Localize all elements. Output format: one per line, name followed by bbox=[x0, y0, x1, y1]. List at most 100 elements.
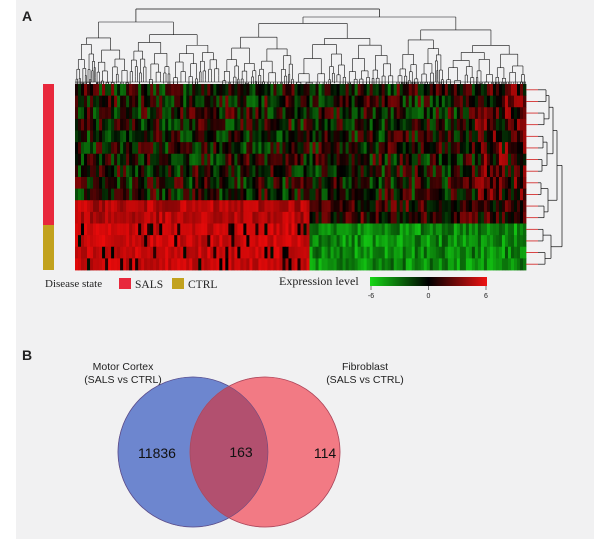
heatmap-cell bbox=[102, 118, 106, 131]
heatmap-cell bbox=[285, 95, 289, 108]
heatmap-cell bbox=[387, 153, 392, 166]
heatmap-cell bbox=[390, 177, 395, 190]
heatmap-cell bbox=[483, 246, 488, 259]
heatmap-cell bbox=[357, 118, 362, 131]
heatmap-cell bbox=[204, 177, 208, 190]
heatmap-cell bbox=[498, 235, 503, 248]
heatmap-cell bbox=[444, 84, 449, 97]
heatmap-cell bbox=[504, 211, 509, 224]
heatmap-cell bbox=[102, 200, 106, 213]
heatmap-cell bbox=[189, 246, 193, 259]
heatmap-cell bbox=[117, 223, 121, 236]
heatmap-cell bbox=[333, 153, 337, 166]
heatmap-cell bbox=[243, 95, 247, 108]
heatmap-cell bbox=[423, 142, 428, 155]
heatmap-cell bbox=[111, 142, 115, 155]
heatmap-cell bbox=[333, 118, 337, 131]
heatmap-cell bbox=[210, 165, 214, 178]
heatmap-cell bbox=[402, 107, 407, 120]
heatmap-cell bbox=[402, 84, 407, 97]
heatmap-cell bbox=[354, 258, 359, 271]
heatmap-cell bbox=[465, 177, 470, 190]
heatmap-cell bbox=[183, 130, 187, 143]
heatmap-cell bbox=[375, 107, 380, 120]
heatmap-cell bbox=[165, 223, 169, 236]
heatmap-cell bbox=[159, 258, 163, 271]
heatmap-cell bbox=[339, 211, 343, 224]
heatmap-cell bbox=[423, 235, 428, 248]
heatmap-cell bbox=[192, 118, 196, 131]
heatmap-cell bbox=[129, 142, 133, 155]
heatmap-cell bbox=[219, 188, 223, 201]
heatmap-cell bbox=[393, 223, 398, 236]
heatmap-cell bbox=[120, 200, 124, 213]
heatmap-cell bbox=[231, 177, 235, 190]
heatmap-cell bbox=[309, 165, 313, 178]
heatmap-cell bbox=[435, 258, 440, 271]
heatmap-cell bbox=[189, 223, 193, 236]
heatmap-cell bbox=[408, 95, 413, 108]
heatmap-cell bbox=[102, 258, 106, 271]
heatmap-cell bbox=[87, 235, 91, 248]
sals-legend-swatch bbox=[119, 278, 131, 289]
heatmap-cell bbox=[147, 211, 151, 224]
heatmap-cell bbox=[474, 165, 479, 178]
heatmap-cell bbox=[273, 188, 277, 201]
heatmap-cell bbox=[372, 95, 377, 108]
heatmap-cell bbox=[513, 223, 518, 236]
heatmap-cell bbox=[474, 246, 479, 259]
heatmap-cell bbox=[222, 153, 226, 166]
heatmap-cell bbox=[102, 177, 106, 190]
heatmap-cell bbox=[144, 165, 148, 178]
heatmap-cell bbox=[249, 200, 253, 213]
heatmap-cell bbox=[243, 177, 247, 190]
heatmap-cell bbox=[471, 84, 476, 97]
heatmap-cell bbox=[378, 200, 383, 213]
heatmap-cell bbox=[324, 246, 328, 259]
heatmap-cell bbox=[108, 95, 112, 108]
heatmap-cell bbox=[411, 246, 416, 259]
heatmap-cell bbox=[219, 118, 223, 131]
heatmap-cell bbox=[186, 188, 190, 201]
heatmap-cell bbox=[264, 84, 268, 97]
heatmap-cell bbox=[309, 118, 313, 131]
heatmap-cell bbox=[318, 235, 322, 248]
heatmap-cell bbox=[444, 258, 449, 271]
heatmap-cell bbox=[252, 246, 256, 259]
heatmap-cell bbox=[147, 153, 151, 166]
heatmap-cell bbox=[87, 153, 91, 166]
heatmap-cell bbox=[342, 153, 346, 166]
heatmap-cell bbox=[147, 223, 151, 236]
heatmap-cell bbox=[192, 142, 196, 155]
heatmap-cell bbox=[429, 211, 434, 224]
heatmap-cell bbox=[102, 84, 106, 97]
heatmap-cell bbox=[117, 258, 121, 271]
heatmap-cell bbox=[120, 153, 124, 166]
heatmap-cell bbox=[87, 95, 91, 108]
heatmap-cell bbox=[258, 177, 262, 190]
heatmap-cell bbox=[198, 107, 202, 120]
heatmap-cell bbox=[417, 200, 422, 213]
heatmap-cell bbox=[504, 246, 509, 259]
heatmap-cell bbox=[414, 258, 419, 271]
heatmap-cell bbox=[288, 258, 292, 271]
heatmap-cell bbox=[144, 95, 148, 108]
heatmap-cell bbox=[345, 246, 350, 259]
heatmap-cell bbox=[141, 84, 145, 97]
heatmap-cell bbox=[144, 235, 148, 248]
heatmap-cell bbox=[309, 235, 313, 248]
heatmap-cell bbox=[279, 107, 283, 120]
heatmap-cell bbox=[495, 258, 500, 271]
heatmap-cell bbox=[228, 246, 232, 259]
heatmap-cell bbox=[387, 223, 392, 236]
heatmap-cell bbox=[240, 188, 244, 201]
heatmap-cell bbox=[255, 223, 259, 236]
heatmap-cell bbox=[471, 95, 476, 108]
heatmap-cell bbox=[471, 142, 476, 155]
heatmap-cell bbox=[276, 142, 280, 155]
heatmap-cell bbox=[237, 118, 241, 131]
heatmap-cell bbox=[204, 165, 208, 178]
heatmap-cell bbox=[150, 142, 154, 155]
heatmap-cell bbox=[459, 258, 464, 271]
heatmap-cell bbox=[306, 211, 310, 224]
